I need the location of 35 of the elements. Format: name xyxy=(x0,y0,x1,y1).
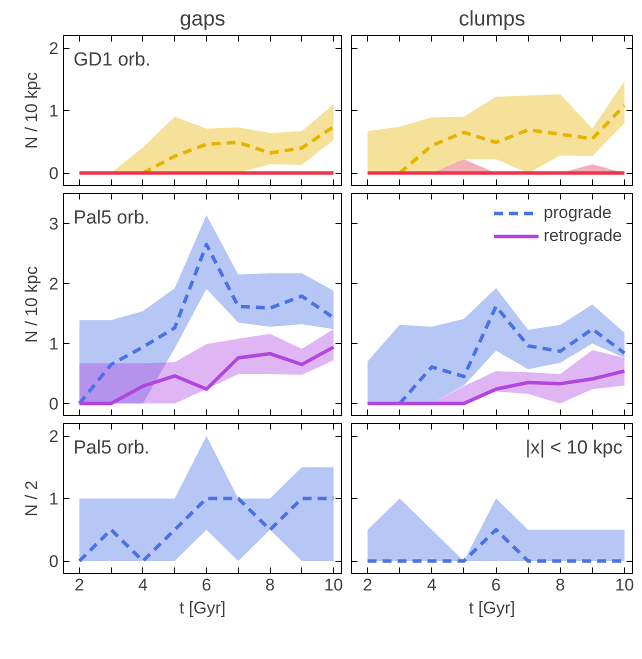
x-tick-label: 4 xyxy=(427,576,437,594)
y-axis-title: N / 2 xyxy=(22,480,42,516)
x-tick-label: 8 xyxy=(556,576,565,594)
annotation: GD1 orb. xyxy=(74,50,151,70)
y-tick-label: 1 xyxy=(49,334,59,354)
annotation: |x| < 10 kpc xyxy=(525,438,623,458)
y-tick-label: 3 xyxy=(49,214,59,234)
x-axis-title: t [Gyr] xyxy=(468,598,516,618)
legend-label: prograde xyxy=(544,203,612,223)
y-tick-label: 1 xyxy=(49,102,59,120)
chart-title: clumps xyxy=(458,8,526,30)
y-tick-label: 2 xyxy=(49,427,59,446)
y-tick-label: 0 xyxy=(49,552,59,571)
x-tick-label: 4 xyxy=(138,576,148,594)
annotation: Pal5 orb. xyxy=(74,438,150,458)
y-tick-label: 0 xyxy=(49,394,59,414)
y-tick-label: 1 xyxy=(49,490,59,508)
annotation: Pal5 orb. xyxy=(74,208,150,228)
y-axis-title: N / 10 kpc xyxy=(22,266,42,343)
x-tick-label: 8 xyxy=(265,576,275,594)
line-series xyxy=(78,242,336,406)
x-axis-title: t [Gyr] xyxy=(179,598,226,618)
y-tick-label: 0 xyxy=(49,164,59,183)
x-tick-label: 10 xyxy=(324,576,344,594)
y-tick-label: 2 xyxy=(49,39,59,58)
line-series xyxy=(78,345,336,406)
y-axis-title: N / 10 kpc xyxy=(22,72,42,149)
x-tick-label: 6 xyxy=(491,576,501,594)
chart-title: gaps xyxy=(180,8,226,30)
y-tick-label: 2 xyxy=(49,274,59,294)
x-tick-label: 6 xyxy=(202,576,212,594)
x-tick-label: 10 xyxy=(615,576,634,594)
legend-label: retrograde xyxy=(544,226,622,246)
x-tick-label: 2 xyxy=(74,576,84,594)
x-tick-label: 2 xyxy=(362,576,372,594)
